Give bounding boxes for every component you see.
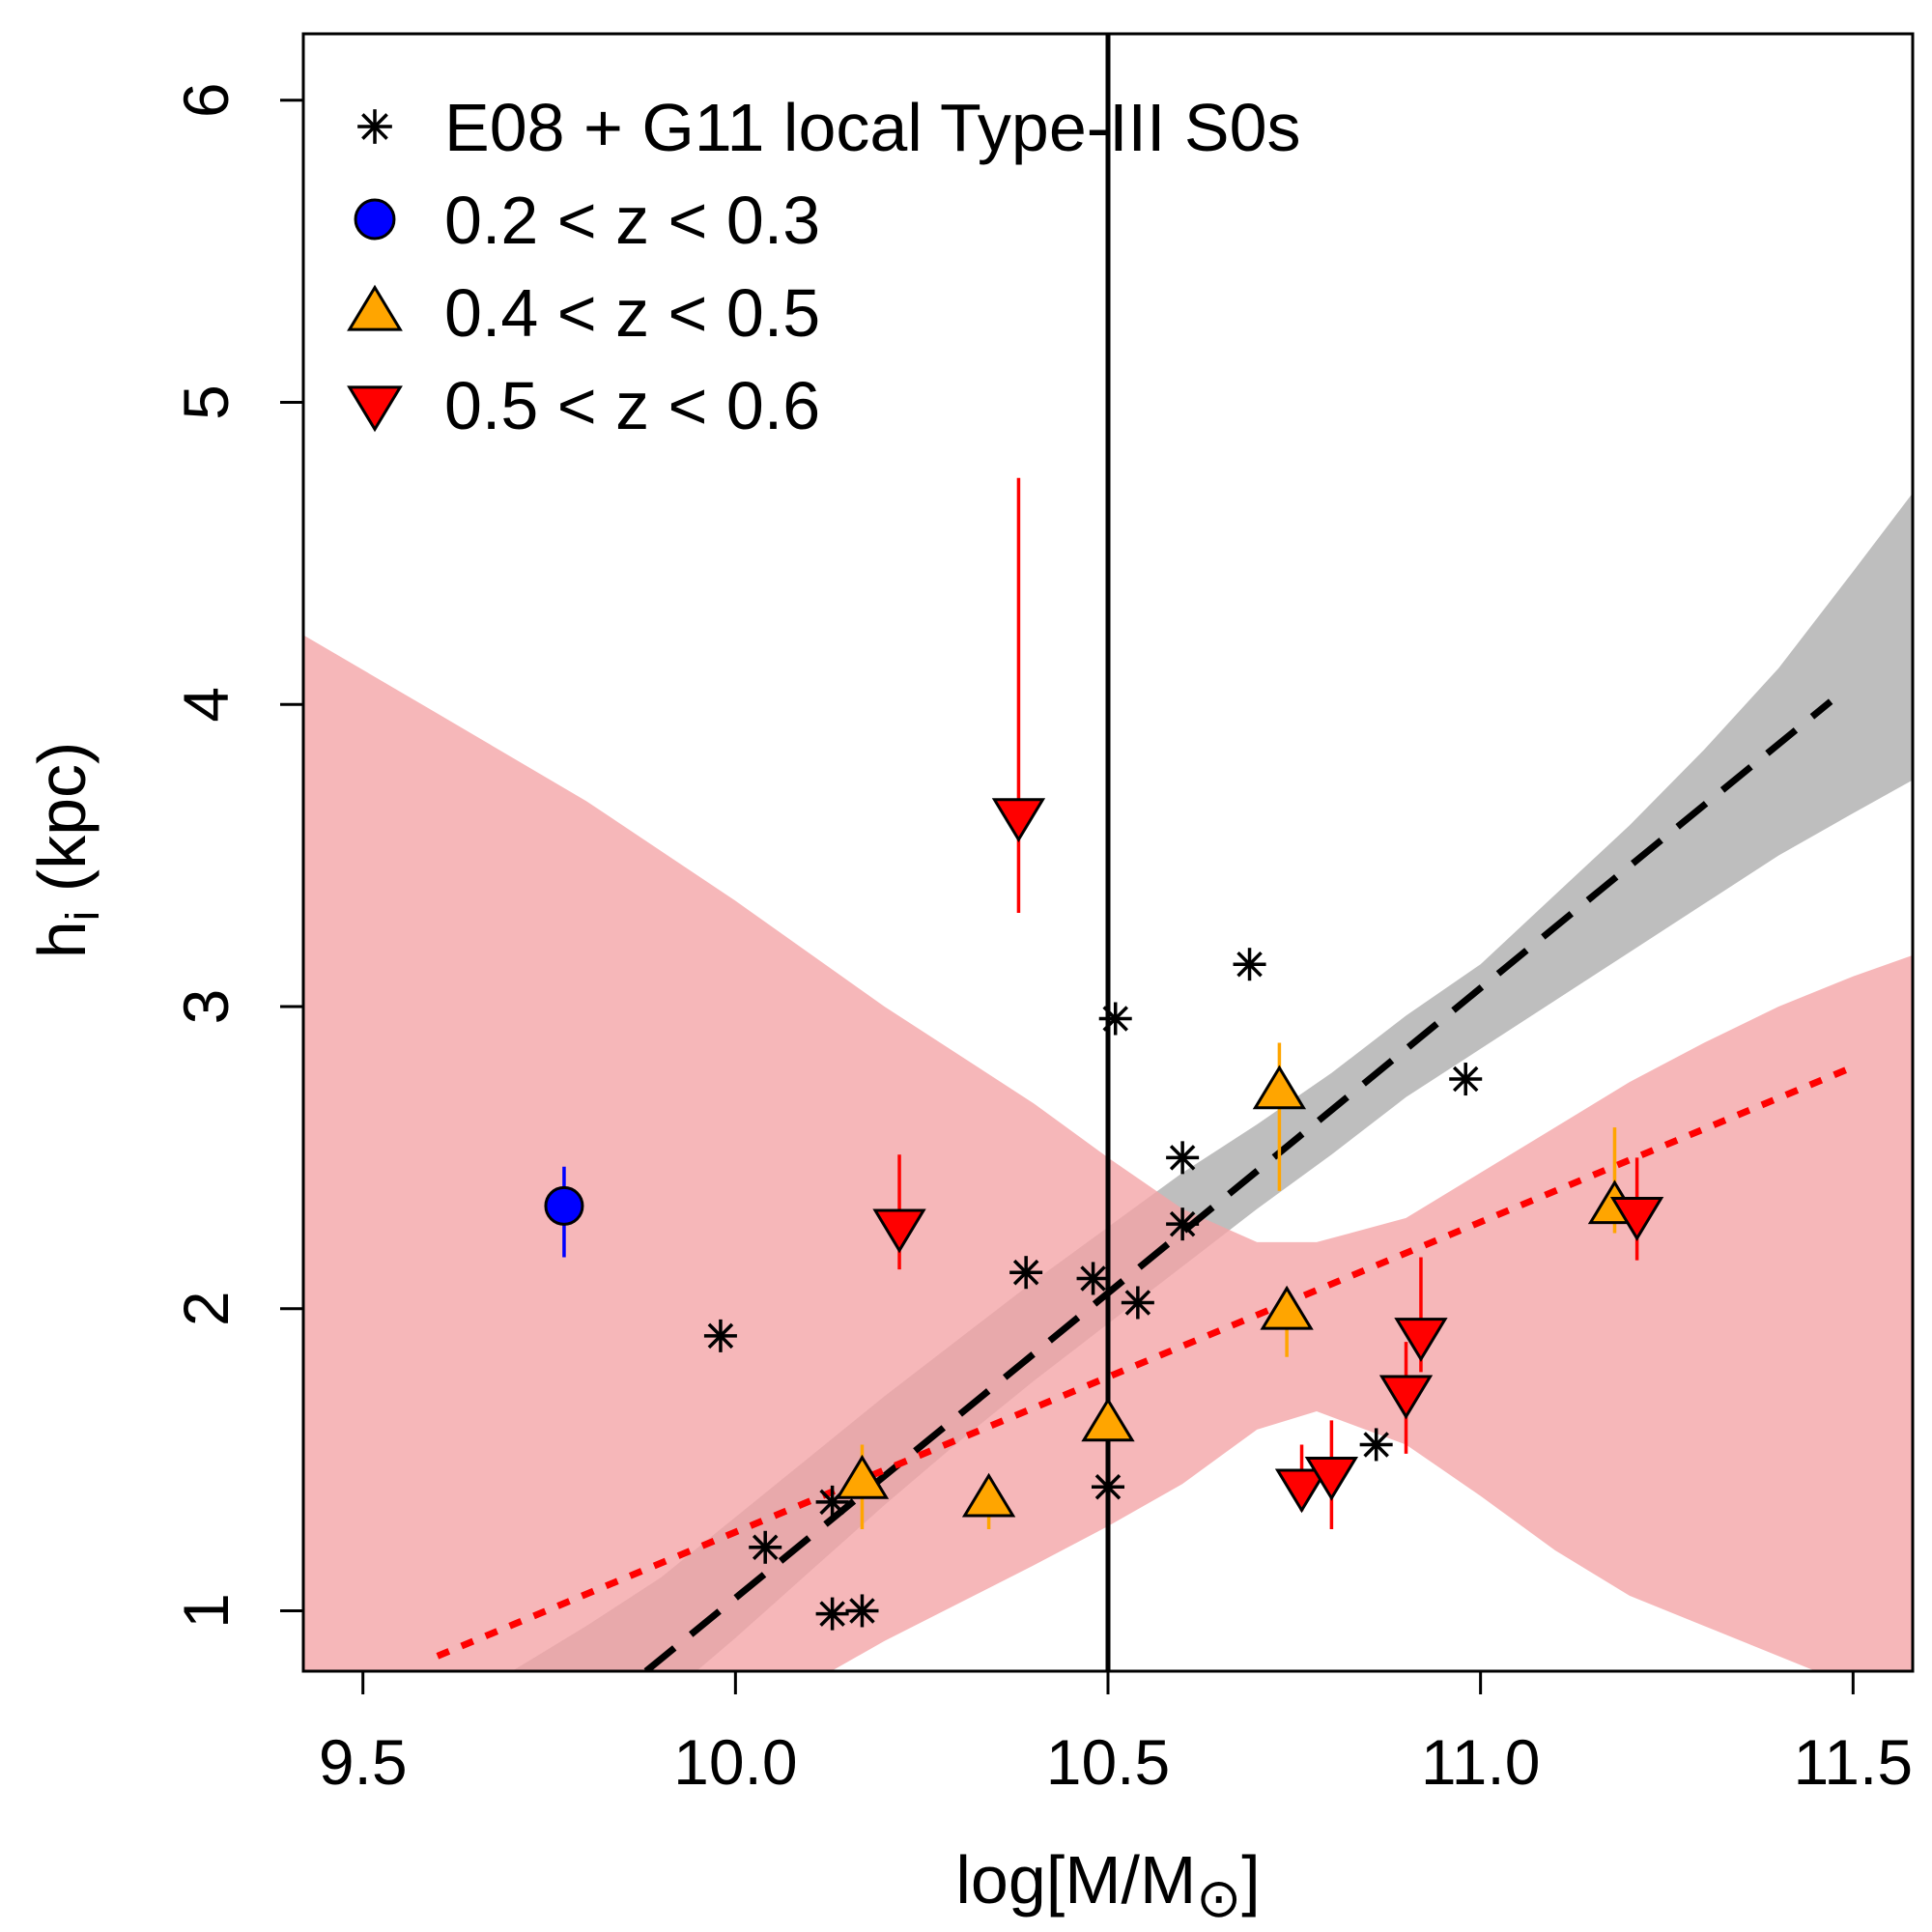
z05-point — [872, 1208, 926, 1254]
asterisk-stroke — [707, 1322, 734, 1350]
legend-label: 0.5 < z < 0.6 — [444, 368, 820, 443]
local-s0-point — [1359, 1428, 1393, 1462]
asterisk-stroke — [1102, 1006, 1128, 1032]
data-points — [544, 477, 1664, 1631]
legend-marker-triangle-down — [347, 385, 403, 433]
local-s0-point — [1092, 1470, 1124, 1504]
local-s0-point — [1121, 1286, 1154, 1320]
z-fit-band — [303, 635, 1913, 1671]
local-s0-point — [1166, 1141, 1200, 1175]
local-s0-point — [703, 1319, 737, 1352]
x-axis-title: log[M/M⊙] — [955, 1842, 1260, 1928]
local-s0-point — [1233, 948, 1266, 981]
z05-point — [991, 798, 1046, 843]
legend-marker-triangle-up — [347, 284, 403, 331]
asterisk-stroke — [1012, 1259, 1039, 1286]
y-tick-label: 4 — [170, 687, 242, 723]
x-tick-label: 10.5 — [1046, 1726, 1170, 1798]
local-s0-point — [815, 1597, 849, 1631]
asterisk-stroke — [1363, 1432, 1389, 1458]
local-s0-point — [1076, 1262, 1110, 1295]
local-s0-point — [845, 1594, 879, 1628]
asterisk-stroke — [752, 1534, 779, 1561]
z02-point — [544, 1185, 584, 1226]
y-tick-label: 1 — [170, 1593, 242, 1629]
legend-label: 0.4 < z < 0.5 — [444, 275, 820, 351]
x-axis: 9.5 10.0 10.5 11.0 11.5 — [319, 1669, 1914, 1798]
local-fit-line — [643, 698, 1833, 1671]
x-tick-label: 10.0 — [673, 1726, 797, 1798]
z05-point — [1274, 1468, 1329, 1514]
z05-point — [1609, 1197, 1664, 1241]
y-tick-label: 3 — [170, 989, 242, 1025]
asterisk-stroke — [819, 1601, 845, 1627]
local-s0-point — [749, 1530, 782, 1564]
asterisk-stroke — [1080, 1265, 1106, 1292]
x-tick-label: 11.0 — [1421, 1726, 1541, 1798]
asterisk-stroke — [1094, 1473, 1122, 1500]
confidence-bands — [303, 493, 1913, 1671]
fit-lines — [436, 698, 1855, 1671]
x-tick-label: 9.5 — [319, 1726, 408, 1798]
legend: E08 + G11 local Type-III S0s 0.2 < z < 0.… — [347, 90, 1301, 443]
x-axis-title-main: log[M/M — [955, 1842, 1196, 1918]
z-fit-line — [436, 1064, 1855, 1660]
y-axis-title-units: (kpc) — [24, 742, 99, 911]
local-s0-point — [1166, 1208, 1200, 1241]
local-s0-point — [1449, 1063, 1483, 1096]
z04-point — [1252, 1065, 1307, 1110]
y-tick-label: 6 — [170, 82, 242, 118]
solar-symbol: ⊙ — [1196, 1867, 1241, 1928]
asterisk-stroke — [849, 1598, 875, 1624]
asterisk-stroke — [1236, 951, 1263, 978]
asterisk-stroke — [1169, 1210, 1196, 1237]
asterisk-stroke — [1169, 1145, 1196, 1171]
y-tick-label: 2 — [170, 1291, 242, 1326]
legend-label: 0.2 < z < 0.3 — [444, 183, 820, 258]
z04-point — [1260, 1285, 1314, 1330]
y-tick-label: 5 — [170, 384, 242, 420]
legend-marker-circle — [354, 198, 396, 241]
x-tick-label: 11.5 — [1794, 1726, 1914, 1798]
z04-point — [961, 1472, 1016, 1518]
local-s0-point — [1098, 1002, 1132, 1036]
x-axis-title-close: ] — [1241, 1842, 1260, 1918]
z04-point — [1081, 1397, 1135, 1442]
legend-marker-asterisk — [357, 109, 392, 144]
z05-point — [1304, 1456, 1359, 1501]
asterisk-stroke — [1452, 1065, 1479, 1093]
y-axis-title-main: h — [24, 921, 99, 958]
local-s0-point — [1009, 1256, 1043, 1290]
z04-point — [835, 1454, 890, 1499]
asterisk-stroke — [1124, 1290, 1151, 1316]
legend-label: E08 + G11 local Type-III S0s — [444, 90, 1301, 165]
z05-point — [1378, 1375, 1434, 1420]
z05-point — [1394, 1318, 1448, 1362]
y-axis: 1 2 3 4 5 6 — [170, 82, 305, 1629]
y-axis-title-sub: i — [58, 911, 109, 922]
asterisk-stroke — [361, 113, 388, 140]
y-axis-title: hi (kpc) — [24, 742, 109, 959]
